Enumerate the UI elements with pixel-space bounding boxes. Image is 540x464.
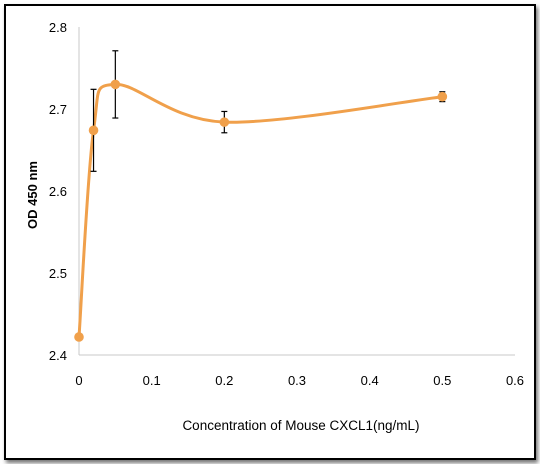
data-point	[219, 117, 230, 127]
y-tick-labels: 2.4 2.5 2.6 2.7 2.8	[49, 20, 67, 363]
y-axis-label: OD 450 nm	[25, 161, 40, 229]
data-point	[110, 79, 121, 90]
series-line	[77, 82, 444, 339]
x-tick-label: 0	[75, 373, 82, 388]
x-tick-label: 0.4	[361, 373, 379, 388]
x-tick-label: 0.2	[215, 373, 233, 388]
y-tick-label: 2.4	[49, 348, 67, 363]
y-tick-label: 2.7	[49, 102, 67, 117]
x-tick-label: 0.1	[143, 373, 161, 388]
error-bars	[90, 50, 446, 172]
y-tick-label: 2.6	[49, 184, 67, 199]
x-axis-label: Concentration of Mouse CXCL1(ng/mL)	[182, 418, 419, 433]
y-tick-label: 2.5	[49, 266, 67, 281]
x-tick-label: 0.6	[506, 373, 524, 388]
data-point	[437, 91, 448, 102]
x-tick-labels: 0 0.1 0.2 0.3 0.4 0.5 0.6	[75, 373, 524, 388]
data-point	[88, 125, 99, 136]
chart-frame	[4, 4, 536, 460]
data-point	[74, 332, 84, 342]
y-tick-label: 2.8	[49, 20, 67, 35]
data-points	[74, 79, 448, 342]
x-tick-label: 0.3	[288, 373, 306, 388]
axes	[78, 27, 515, 356]
x-tick-label: 0.5	[433, 373, 451, 388]
